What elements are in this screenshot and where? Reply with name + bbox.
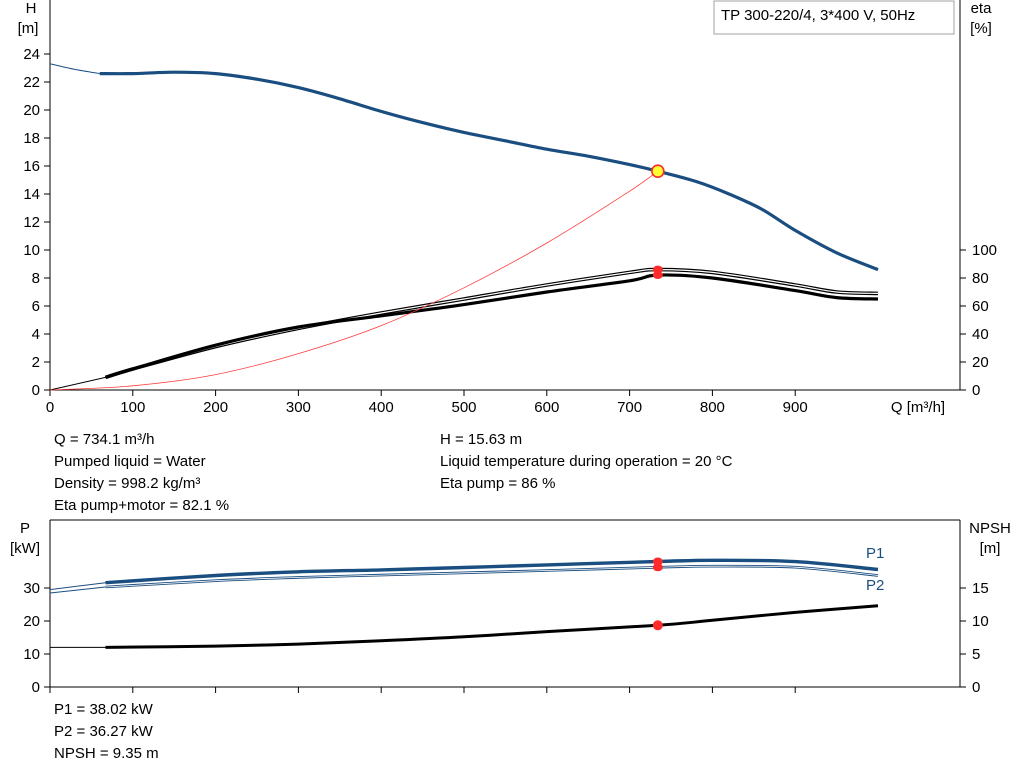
p1-curve <box>105 558 879 585</box>
bottom-y2-label-line2: [m] <box>980 540 1001 557</box>
x-axis-label: Q [m³/h] <box>891 399 945 416</box>
p2-curve-inner <box>105 565 879 588</box>
h-tick-label: 20 <box>23 102 40 119</box>
eta-tick-label: 100 <box>972 242 997 259</box>
p2-series-label: P2 <box>866 577 884 594</box>
top-chart: H [m] eta [%] Q [m³/h] 02468101214161820… <box>18 0 997 416</box>
head-curve-thin <box>49 63 100 75</box>
info-eta-pump: Eta pump = 86 % <box>440 475 556 492</box>
q-tick-label: 200 <box>203 399 228 416</box>
npsh-tick-label: 15 <box>972 580 989 597</box>
h-tick-label: 4 <box>32 326 40 343</box>
info-density: Density = 998.2 kg/m³ <box>54 475 201 492</box>
p1-curve-thin <box>49 582 106 591</box>
eta-total-curve <box>105 273 879 379</box>
info-flow: Q = 734.1 m³/h <box>54 431 155 448</box>
bottom-y-label-line2: [kW] <box>10 540 40 557</box>
eta-total-marker <box>652 271 663 280</box>
bottom-chart: P [kW] NPSH [m] 0 10 20 30 0 5 10 15 P1 P2 <box>10 519 1011 696</box>
npsh-curve <box>105 604 879 649</box>
q-tick-label: 600 <box>534 399 559 416</box>
h-tick-label: 22 <box>23 74 40 91</box>
q-tick-label: 400 <box>369 399 394 416</box>
system-curve <box>49 170 659 391</box>
info-bottom: P1 = 38.02 kW P2 = 36.27 kW NPSH = 9.35 … <box>54 699 159 765</box>
top-y2-label-line1: eta <box>971 0 993 17</box>
h-tick-label: 24 <box>23 46 40 63</box>
info-temperature: Liquid temperature during operation = 20… <box>440 453 733 470</box>
bottom-y-label-line1: P <box>20 520 30 537</box>
top-y-label-line1: H <box>26 0 37 17</box>
h-tick-label: 2 <box>32 354 40 371</box>
q-tick-label: 100 <box>120 399 145 416</box>
info-eta-total: Eta pump+motor = 82.1 % <box>54 497 230 514</box>
model-label: TP 300-220/4, 3*400 V, 50Hz <box>721 7 915 24</box>
eta-tick-label: 20 <box>972 354 989 371</box>
p-tick-label: 20 <box>23 613 40 630</box>
top-y2-label-line2: [%] <box>970 20 992 37</box>
h-tick-label: 12 <box>23 214 40 231</box>
duty-point-marker <box>651 164 665 178</box>
p-tick-label: 30 <box>23 580 40 597</box>
npsh-tick-label: 5 <box>972 646 980 663</box>
eta-tick-label: 60 <box>972 298 989 315</box>
npsh-tick-label: 0 <box>972 679 980 696</box>
q-tick-label: 500 <box>451 399 476 416</box>
info-head: H = 15.63 m <box>440 431 523 448</box>
p1-series-label: P1 <box>866 545 884 562</box>
h-tick-label: 0 <box>32 382 40 399</box>
eta-tick-label: 40 <box>972 326 989 343</box>
h-tick-label: 10 <box>23 242 40 259</box>
info-top-right: H = 15.63 m Liquid temperature during op… <box>440 429 732 495</box>
info-top-left: Q = 734.1 m³/h Pumped liquid = Water Den… <box>54 429 229 517</box>
h-tick-label: 6 <box>32 298 40 315</box>
info-p1: P1 = 38.02 kW <box>54 701 153 718</box>
q-tick-label: 800 <box>700 399 725 416</box>
q-tick-label: 900 <box>783 399 808 416</box>
model-label-box <box>713 0 955 35</box>
info-liquid: Pumped liquid = Water <box>54 453 206 470</box>
p2-marker <box>652 563 663 572</box>
info-p2: P2 = 36.27 kW <box>54 723 153 740</box>
head-curve <box>99 70 879 272</box>
eta-curve-thin <box>49 376 106 391</box>
info-npsh: NPSH = 9.35 m <box>54 745 159 762</box>
bottom-y2-label-line1: NPSH <box>969 520 1011 537</box>
npsh-marker <box>652 620 663 631</box>
q-tick-label: 700 <box>617 399 642 416</box>
npsh-tick-label: 10 <box>972 613 989 630</box>
q-tick-label: 0 <box>46 399 54 416</box>
p-tick-label: 0 <box>32 679 40 696</box>
h-tick-label: 18 <box>23 130 40 147</box>
top-y-label-line2: [m] <box>18 20 39 37</box>
p-tick-label: 10 <box>23 646 40 663</box>
eta-tick-label: 0 <box>972 382 980 399</box>
h-tick-label: 14 <box>23 186 40 203</box>
h-tick-label: 8 <box>32 270 40 287</box>
h-tick-label: 16 <box>23 158 40 175</box>
p2-curve-thin <box>49 586 106 594</box>
p1-marker <box>652 557 663 566</box>
q-tick-label: 300 <box>286 399 311 416</box>
eta-tick-label: 80 <box>972 270 989 287</box>
